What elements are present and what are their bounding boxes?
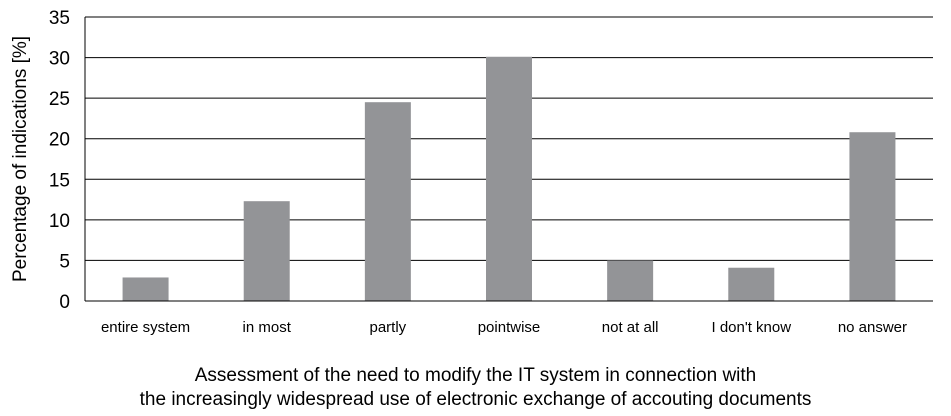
bars [122, 56, 896, 302]
x-category-label: partly [370, 319, 407, 336]
bar-6 [728, 267, 775, 301]
x-category-label: no answer [838, 319, 907, 336]
bar-2 [243, 201, 290, 301]
x-axis-title: Assessment of the need to modify the IT … [0, 364, 951, 412]
y-tick-label: 15 [49, 170, 70, 191]
bar-3 [364, 102, 411, 301]
y-tick-label: 10 [49, 211, 70, 232]
y-tick-label: 0 [59, 292, 70, 313]
bar-7 [849, 132, 896, 301]
x-category-label: pointwise [478, 319, 541, 336]
x-category-labels: entire system in most partly pointwise not a… [101, 319, 907, 336]
y-tick-label: 20 [49, 130, 70, 151]
x-category-label: entire system [101, 319, 190, 336]
x-category-label: I don't know [711, 319, 791, 336]
y-tick-labels: 0 5 10 15 20 25 30 35 [49, 8, 70, 313]
y-tick-label: 35 [49, 8, 70, 29]
bar-5 [607, 260, 654, 301]
x-category-label: in most [243, 319, 292, 336]
x-axis-title-line-2: the increasingly widespread use of elect… [139, 389, 812, 410]
y-axis-title: Percentage of indications [%] [10, 36, 31, 282]
y-tick-label: 5 [59, 251, 70, 272]
x-category-label: not at all [602, 319, 659, 336]
axes [84, 17, 933, 302]
y-tick-label: 25 [49, 89, 70, 110]
y-tick-label: 30 [49, 49, 70, 70]
bar-1 [122, 277, 169, 301]
x-axis-title-line-1: Assessment of the need to modify the IT … [194, 365, 757, 386]
bar-4 [486, 56, 532, 302]
